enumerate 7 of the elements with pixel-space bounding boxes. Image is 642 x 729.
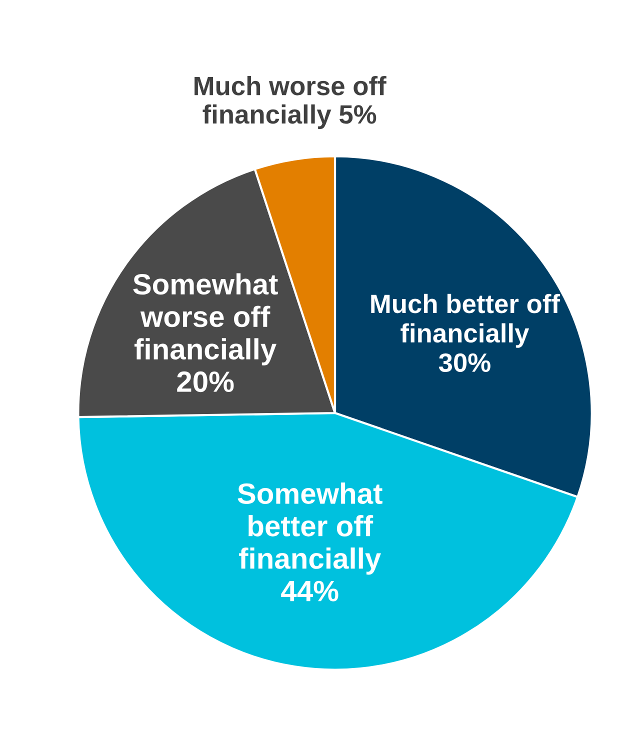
data-label: 20%: [177, 371, 234, 392]
data-label: 44%: [281, 580, 338, 602]
slice-label: Somewhat better off financially: [238, 482, 382, 575]
data-label: 30%: [438, 353, 490, 372]
slice-label: Much better off financially: [371, 294, 560, 348]
slice-label: Somewhat worse off financially: [133, 273, 278, 366]
slice-label: Much worse off financially 5%: [194, 76, 386, 129]
